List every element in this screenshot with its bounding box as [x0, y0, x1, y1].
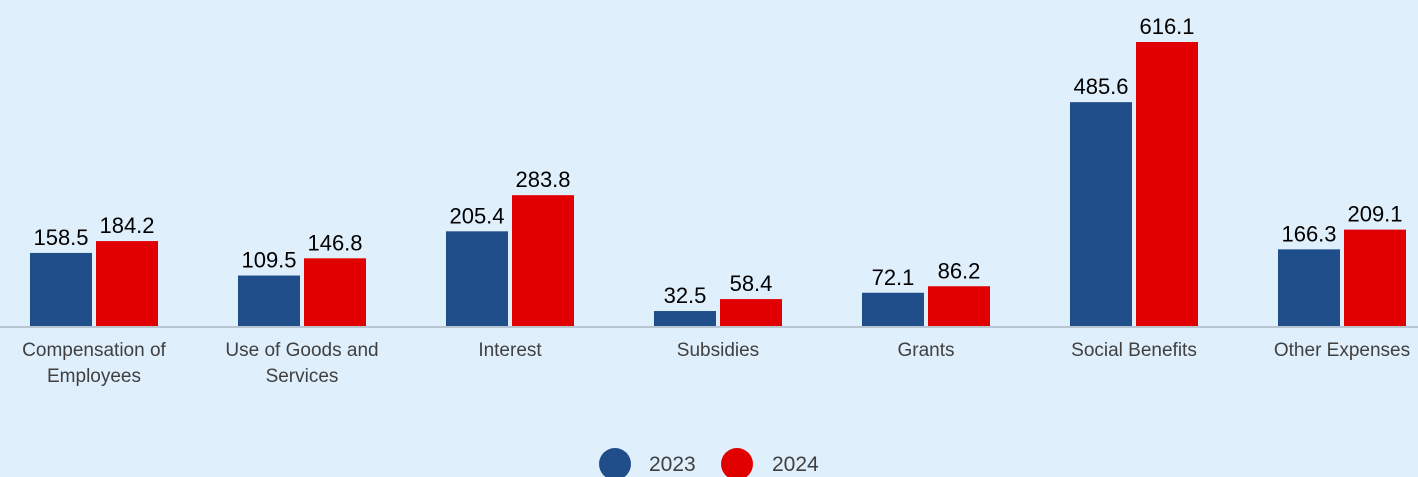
bar-2023-6[interactable] [1278, 249, 1340, 326]
bar-2023-5[interactable] [1070, 102, 1132, 326]
category-label-6: Other Expenses [1274, 340, 1410, 361]
value-label-2024-2: 283.8 [515, 167, 570, 192]
value-label-2024-1: 146.8 [307, 230, 362, 255]
value-label-2023-6: 166.3 [1281, 221, 1336, 246]
bar-2023-4[interactable] [862, 292, 924, 326]
category-label-3: Subsidies [677, 340, 759, 361]
category-label-0-line2: Employees [47, 366, 141, 387]
bar-2023-3[interactable] [654, 311, 716, 326]
bar-2024-0[interactable] [96, 241, 158, 326]
category-label-4: Grants [897, 340, 954, 361]
bar-2024-6[interactable] [1344, 229, 1406, 326]
value-label-2024-6: 209.1 [1347, 202, 1402, 227]
category-label-1-line1: Use of Goods and [225, 340, 378, 361]
value-label-2023-0: 158.5 [33, 225, 88, 250]
bar-2023-1[interactable] [238, 275, 300, 326]
value-label-2024-3: 58.4 [730, 271, 773, 296]
category-label-1-line2: Services [266, 366, 339, 387]
bar-2024-5[interactable] [1136, 42, 1198, 326]
legend[interactable]: 2023 2024 [599, 448, 819, 477]
value-label-2023-5: 485.6 [1073, 74, 1128, 99]
bar-2023-0[interactable] [30, 252, 92, 326]
category-label-2: Interest [478, 340, 542, 361]
value-labels-layer: 158.5 184.2 109.5 146.8 205.4 283.8 32.5 58.4 72… [33, 14, 1402, 308]
bar-2023-2[interactable] [446, 231, 508, 326]
bar-2024-3[interactable] [720, 299, 782, 326]
bar-2024-4[interactable] [928, 286, 990, 326]
value-label-2023-1: 109.5 [241, 248, 296, 273]
value-label-2023-3: 32.5 [664, 283, 707, 308]
value-label-2024-5: 616.1 [1139, 14, 1194, 39]
bar-2024-1[interactable] [304, 258, 366, 326]
bar-2024-2[interactable] [512, 195, 574, 326]
legend-marker-2024[interactable] [721, 448, 753, 477]
legend-label-2023[interactable]: 2023 [649, 453, 696, 476]
category-labels-layer: Compensation of Employees Use of Goods and… [22, 340, 1410, 387]
category-label-0-line1: Compensation of [22, 340, 166, 361]
category-label-5: Social Benefits [1071, 340, 1197, 361]
value-label-2023-4: 72.1 [872, 265, 915, 290]
value-label-2024-0: 184.2 [99, 213, 154, 238]
legend-label-2024[interactable]: 2024 [772, 453, 819, 476]
bars-layer [30, 42, 1406, 326]
value-label-2023-2: 205.4 [449, 203, 504, 228]
value-label-2024-4: 86.2 [938, 258, 981, 283]
legend-marker-2023[interactable] [599, 448, 631, 477]
